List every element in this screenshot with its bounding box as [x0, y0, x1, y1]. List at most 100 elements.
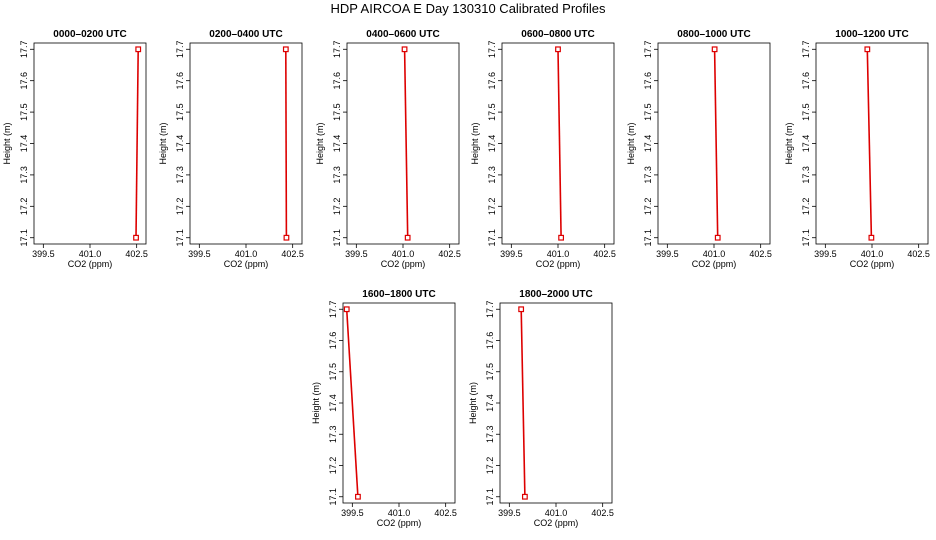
y-tick-label: 17.6	[332, 72, 342, 90]
data-point	[135, 46, 142, 53]
x-tick-label: 402.5	[593, 249, 616, 259]
x-tick-label: 401.0	[547, 249, 570, 259]
x-tick-label: 399.5	[341, 508, 364, 518]
y-tick-label: 17.5	[487, 103, 497, 121]
x-axis-label: CO2 (ppm)	[536, 259, 581, 269]
panel-title: 1000–1200 UTC	[835, 29, 908, 40]
panel-title: 0600–0800 UTC	[521, 29, 594, 40]
y-tick-label: 17.7	[801, 41, 811, 59]
panel-3: 0400–0600 UTC 399.5 401.0 402.5 17.1 17.2 17.3…	[315, 29, 461, 269]
data-point	[133, 234, 139, 241]
y-tick-label: 17.7	[19, 41, 29, 59]
panel-5: 0800–1000 UTC 399.5 401.0 402.5 17.1 17.2 17.3…	[626, 29, 772, 269]
y-tick-label: 17.4	[19, 135, 29, 153]
x-tick-label: 401.0	[861, 249, 884, 259]
y-tick-label: 17.1	[175, 229, 185, 247]
y-tick-label: 17.2	[332, 198, 342, 216]
data-point	[282, 46, 289, 53]
x-axis-label: CO2 (ppm)	[534, 518, 579, 528]
y-tick-label: 17.6	[801, 72, 811, 90]
y-tick-label: 17.3	[643, 166, 653, 184]
x-tick-label: 401.0	[388, 508, 411, 518]
y-tick-label: 17.5	[485, 363, 495, 381]
profile-line	[866, 49, 873, 238]
x-tick-label: 399.5	[814, 249, 837, 259]
x-axis-label: CO2 (ppm)	[377, 518, 422, 528]
y-tick-label: 17.1	[643, 229, 653, 247]
panel-title: 0000–0200 UTC	[53, 29, 126, 40]
y-tick-label: 17.6	[328, 332, 338, 350]
y-tick-label: 17.4	[332, 135, 342, 153]
y-tick-label: 17.3	[19, 166, 29, 184]
y-tick-label: 17.1	[487, 229, 497, 247]
y-tick-label: 17.1	[801, 229, 811, 247]
y-axis-label: Height (m)	[784, 122, 794, 164]
profile-line	[557, 49, 562, 238]
y-axis-label: Height (m)	[311, 382, 321, 424]
x-tick-label: 402.5	[438, 249, 461, 259]
y-tick-label: 17.1	[485, 488, 495, 506]
x-axis-label: CO2 (ppm)	[381, 259, 426, 269]
data-point	[401, 46, 408, 53]
y-tick-label: 17.6	[485, 332, 495, 350]
data-point	[343, 306, 350, 313]
panel-title: 1800–2000 UTC	[519, 289, 592, 300]
figure-title: HDP AIRCOA E Day 130310 Calibrated Profi…	[330, 1, 606, 16]
plot-frame	[657, 42, 771, 245]
y-tick-label: 17.1	[328, 488, 338, 506]
profile-line	[403, 49, 409, 238]
y-tick-label: 17.7	[332, 41, 342, 59]
y-tick-label: 17.4	[328, 394, 338, 412]
data-point	[555, 46, 561, 53]
y-axis-label: Height (m)	[626, 122, 636, 164]
y-tick-label: 17.3	[328, 425, 338, 443]
plot-frame	[342, 302, 456, 504]
y-tick-label: 17.2	[19, 198, 29, 216]
y-tick-label: 17.5	[643, 103, 653, 121]
panel-title: 0400–0600 UTC	[366, 29, 439, 40]
y-tick-label: 17.1	[332, 229, 342, 247]
plot-frame	[815, 42, 929, 245]
y-tick-label: 17.2	[643, 198, 653, 216]
y-tick-label: 17.7	[643, 41, 653, 59]
x-tick-label: 401.0	[545, 508, 568, 518]
panel-title: 1600–1800 UTC	[362, 289, 435, 300]
data-point	[521, 493, 528, 500]
panel-7: 1600–1800 UTC 399.5 401.0 402.5 17.1 17.2 17.3…	[311, 289, 457, 528]
data-point	[518, 306, 525, 313]
x-tick-label: 399.5	[32, 249, 55, 259]
x-axis-label: CO2 (ppm)	[692, 259, 737, 269]
y-tick-label: 17.3	[332, 166, 342, 184]
plot-frame	[346, 42, 460, 245]
data-point	[404, 234, 411, 241]
profile-line	[713, 49, 719, 238]
data-point	[558, 234, 565, 241]
y-tick-label: 17.3	[487, 166, 497, 184]
x-tick-label: 402.5	[434, 508, 457, 518]
y-tick-label: 17.4	[175, 135, 185, 153]
x-tick-label: 402.5	[907, 249, 930, 259]
y-tick-label: 17.3	[801, 166, 811, 184]
data-point	[864, 46, 871, 53]
panel-title: 0200–0400 UTC	[209, 29, 282, 40]
y-tick-label: 17.5	[175, 103, 185, 121]
y-axis-label: Height (m)	[315, 122, 325, 164]
y-tick-label: 17.6	[19, 72, 29, 90]
panel-4: 0600–0800 UTC 399.5 401.0 402.5 17.1 17.2 17.3…	[470, 29, 616, 269]
y-axis-label: Height (m)	[470, 122, 480, 164]
data-point	[283, 234, 290, 241]
y-tick-label: 17.2	[328, 457, 338, 475]
x-tick-label: 401.0	[392, 249, 415, 259]
plot-frame	[33, 42, 147, 245]
data-point	[868, 234, 875, 241]
profile-line	[284, 49, 288, 238]
y-tick-label: 17.7	[485, 300, 495, 318]
data-point	[714, 234, 721, 241]
y-tick-label: 17.6	[487, 72, 497, 90]
x-tick-label: 399.5	[188, 249, 211, 259]
y-tick-label: 17.6	[175, 72, 185, 90]
x-axis-label: CO2 (ppm)	[224, 259, 269, 269]
x-tick-label: 402.5	[125, 249, 148, 259]
x-tick-label: 399.5	[500, 249, 523, 259]
y-tick-label: 17.5	[328, 363, 338, 381]
